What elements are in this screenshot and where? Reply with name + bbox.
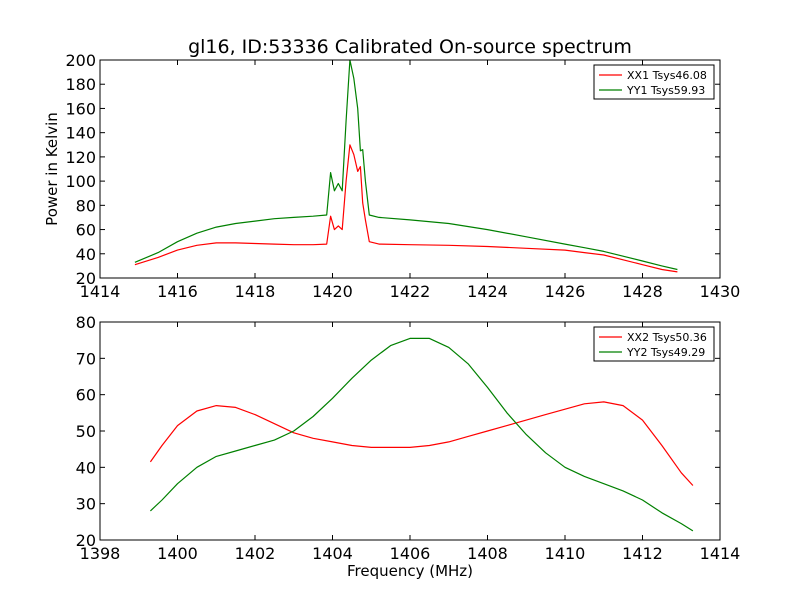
legend-box bbox=[593, 64, 715, 100]
x-tick-label: 1422 bbox=[390, 282, 431, 301]
y-tick-label: 20 bbox=[76, 531, 96, 550]
x-tick-label: 1426 bbox=[545, 282, 586, 301]
y-tick-label: 30 bbox=[76, 495, 96, 514]
x-tick-label: 1424 bbox=[467, 282, 508, 301]
top-plot: 1414 1416 1418 1420 1422 1424 1426 1428 1430 20 40… bbox=[43, 36, 740, 301]
bottom-plot: 1398 1400 1402 1404 1406 1408 1410 1412 1414 20 30… bbox=[76, 313, 741, 580]
x-tick-label: 1398 bbox=[80, 544, 121, 563]
y-tick-label: 40 bbox=[76, 245, 96, 264]
legend: XX2 Tsys50.36 YY2 Tsys49.29 bbox=[593, 326, 715, 362]
x-tick-label: 1428 bbox=[622, 282, 663, 301]
x-tick-label: 1416 bbox=[157, 282, 198, 301]
y-tick-label: 80 bbox=[76, 196, 96, 215]
x-tick-label: 1404 bbox=[312, 544, 353, 563]
y-tick-label: 50 bbox=[76, 422, 96, 441]
chart-title: gl16, ID:53336 Calibrated On-source spec… bbox=[188, 36, 632, 58]
x-tick-label: 1430 bbox=[700, 282, 741, 301]
x-tick-label: 1414 bbox=[700, 544, 741, 563]
x-tick-label: 1412 bbox=[622, 544, 663, 563]
x-tick-label: 1406 bbox=[390, 544, 431, 563]
y-tick-label: 100 bbox=[65, 172, 96, 191]
legend-entry-label: XX2 Tsys50.36 bbox=[627, 331, 707, 344]
x-tick-label: 1408 bbox=[467, 544, 508, 563]
legend-entry-label: XX1 Tsys46.08 bbox=[627, 69, 707, 82]
series-line-2 bbox=[134, 60, 678, 271]
legend: XX1 Tsys46.08 YY1 Tsys59.93 bbox=[593, 64, 715, 100]
y-tick-label: 80 bbox=[76, 313, 96, 332]
y-tick-label: 140 bbox=[65, 124, 96, 143]
y-tick-label: 180 bbox=[65, 75, 96, 94]
x-tick-label: 1410 bbox=[545, 544, 586, 563]
x-tick-label: 1418 bbox=[235, 282, 276, 301]
y-tick-label: 160 bbox=[65, 99, 96, 118]
x-axis-label: Frequency (MHz) bbox=[347, 562, 473, 580]
legend-box bbox=[593, 326, 715, 362]
y-tick-label: 120 bbox=[65, 148, 96, 167]
series-line-1 bbox=[149, 401, 694, 486]
y-tick-label: 60 bbox=[76, 386, 96, 405]
series-line-1 bbox=[134, 144, 678, 273]
y-tick-label: 60 bbox=[76, 221, 96, 240]
y-tick-label: 70 bbox=[76, 349, 96, 368]
x-tick-label: 1400 bbox=[157, 544, 198, 563]
x-tick-label: 1402 bbox=[235, 544, 276, 563]
x-tick-label: 1414 bbox=[80, 282, 121, 301]
y-axis-label: Power in Kelvin bbox=[43, 112, 61, 226]
y-tick-label: 20 bbox=[76, 269, 96, 288]
series-line-2 bbox=[149, 337, 694, 532]
legend-entry-label: YY1 Tsys59.93 bbox=[626, 84, 705, 97]
y-tick-label: 40 bbox=[76, 458, 96, 477]
y-tick-label: 200 bbox=[65, 51, 96, 70]
x-tick-label: 1420 bbox=[312, 282, 353, 301]
legend-entry-label: YY2 Tsys49.29 bbox=[626, 346, 705, 359]
